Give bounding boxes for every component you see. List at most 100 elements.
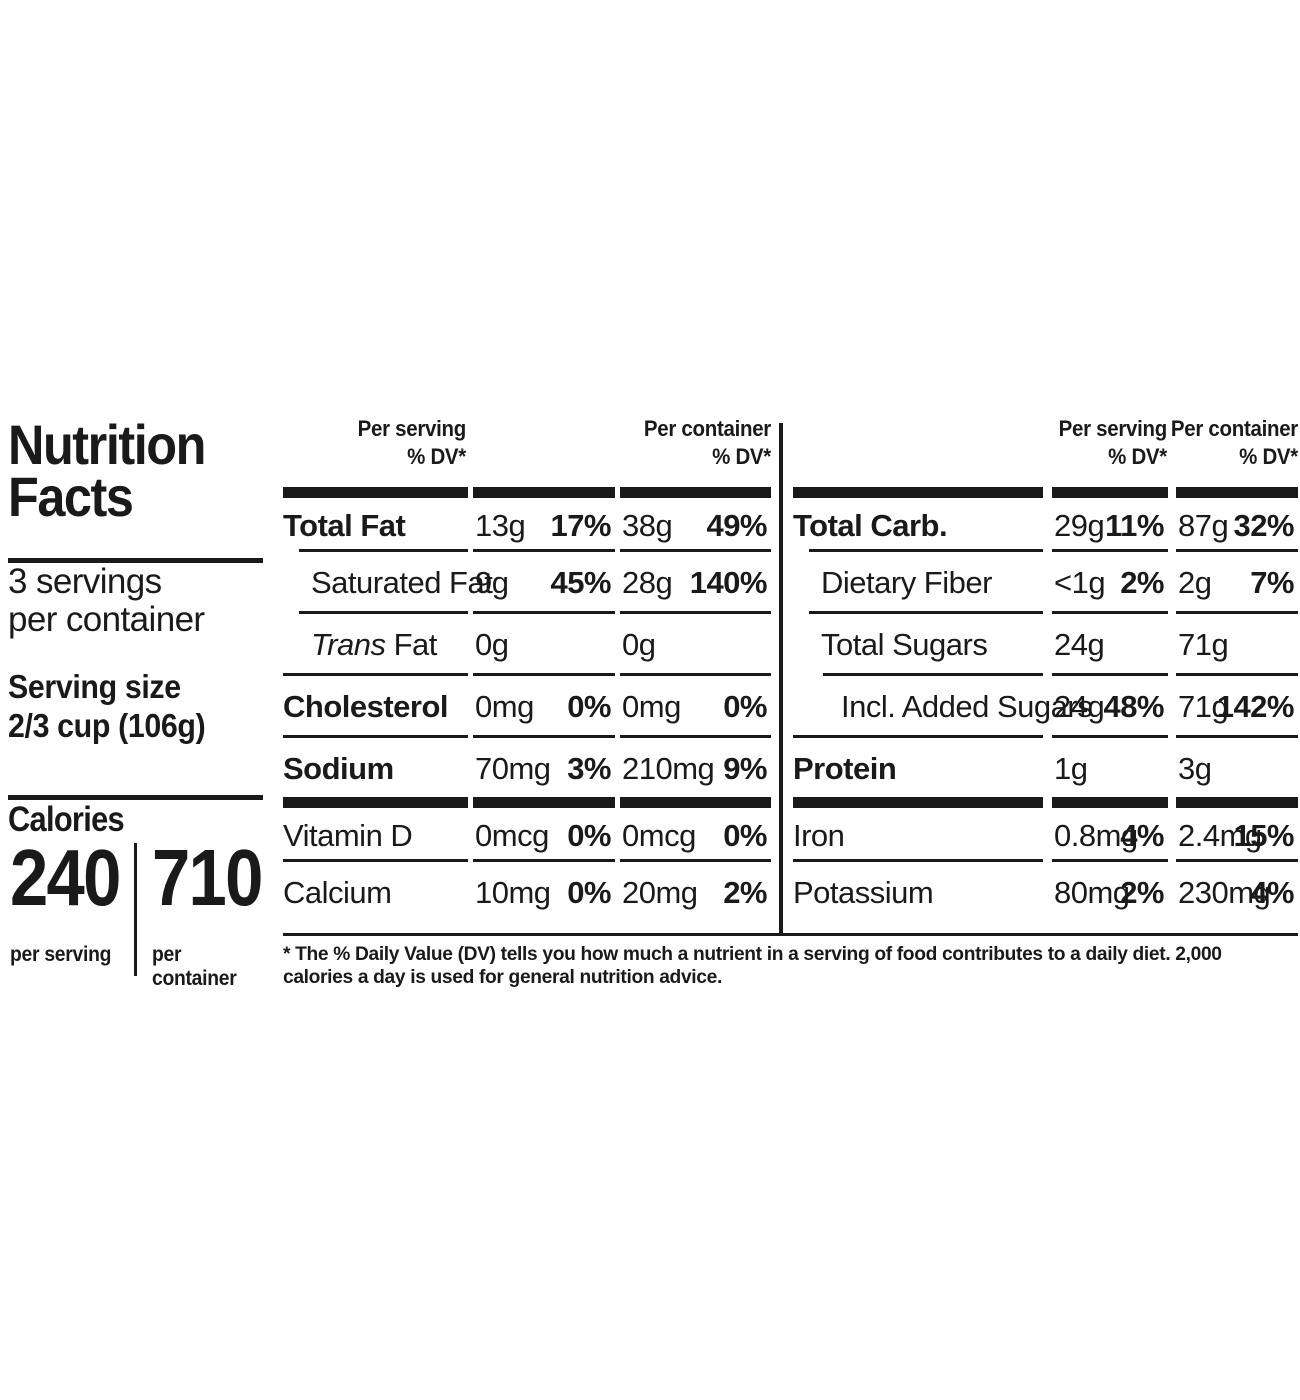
per-container-daily-value: 140%: [689, 565, 768, 600]
nutrient-table-left: Per serving % DV* Per container % DV* To…: [283, 415, 771, 921]
row-rule: [809, 611, 1043, 614]
nutrient-name: Calcium: [283, 875, 392, 910]
nutrient-name: Dietary Fiber: [821, 565, 992, 600]
row-rule: [283, 735, 468, 738]
row-rule: [620, 487, 771, 498]
row-rule: [620, 797, 771, 808]
per-container-amount: 210mg: [622, 751, 715, 786]
nutrient-name: Protein: [793, 751, 897, 786]
per-serving-daily-value: 48%: [1103, 689, 1164, 724]
per-serving-amount: 9g: [475, 565, 509, 600]
column-header-per-serving: Per serving % DV*: [1058, 416, 1168, 469]
row-rule: [283, 673, 468, 676]
servings-per-container: 3 servings per container: [8, 562, 205, 639]
per-container-amount: 87g: [1178, 508, 1229, 543]
per-serving-amount: <1g: [1054, 565, 1106, 600]
per-container-daily-value: 0%: [723, 818, 767, 853]
per-serving-daily-value: 4%: [1120, 818, 1164, 853]
nutrient-row: Cholesterol 0mg 0% 0mg 0%: [283, 673, 771, 735]
per-container-daily-value: 49%: [706, 508, 767, 543]
daily-value-footnote: * The % Daily Value (DV) tells you how m…: [283, 943, 1222, 989]
nutrient-rows-right: Total Carb. 29g 11% 87g 32% Dietary Fiber <1g 2…: [793, 487, 1298, 921]
row-rule: [1176, 735, 1298, 738]
per-serving-amount: 29g: [1054, 508, 1105, 543]
row-rule: [1052, 797, 1168, 808]
nutrient-row: Iron 0.8mg 4% 2.4mg 15%: [793, 797, 1298, 859]
per-container-amount: 3g: [1178, 751, 1212, 786]
per-serving-amount: 24g: [1054, 689, 1105, 724]
nutrient-row: Vitamin D 0mcg 0% 0mcg 0%: [283, 797, 771, 859]
row-rule: [473, 859, 615, 862]
row-rule: [793, 735, 1043, 738]
column-header-row-left: Per serving % DV* Per container % DV*: [283, 415, 772, 487]
row-rule: [283, 487, 468, 498]
per-container-amount: 230mg: [1178, 875, 1271, 910]
row-rule: [299, 549, 468, 552]
nutrient-name: Total Carb.: [793, 508, 948, 543]
row-rule: [620, 859, 771, 862]
per-container-amount: 20mg: [622, 875, 698, 910]
row-rule: [793, 859, 1043, 862]
column-header-per-container: Per container % DV*: [1170, 416, 1298, 469]
per-serving-amount: 0g: [475, 627, 509, 662]
per-serving-amount: 24g: [1054, 627, 1105, 662]
per-serving-daily-value: 0%: [567, 875, 611, 910]
row-rule: [1052, 735, 1168, 738]
nutrient-name: Total Fat: [283, 508, 406, 543]
nutrition-facts-label: Nutrition Facts 3 servings per container…: [0, 415, 1300, 990]
per-serving-daily-value: 3%: [567, 751, 611, 786]
per-container-amount: 2g: [1178, 565, 1212, 600]
per-container-daily-value: 142%: [1216, 689, 1295, 724]
per-container-daily-value: 7%: [1250, 565, 1294, 600]
row-rule: [620, 611, 771, 614]
nutrient-name: Iron: [793, 818, 845, 853]
row-rule: [473, 673, 615, 676]
column-header-row-right: Per serving % DV* Per container % DV*: [793, 415, 1299, 487]
nutrient-name: Trans Fat: [311, 627, 437, 662]
nutrient-name: Incl. Added Sugars: [841, 689, 1093, 724]
row-rule: [283, 859, 468, 862]
per-container-amount: 28g: [622, 565, 673, 600]
calories-per-container-caption: per container: [152, 943, 237, 990]
serving-size-label: Serving size: [8, 668, 181, 705]
per-serving-amount: 10mg: [475, 875, 551, 910]
nutrient-row: Total Fat 13g 17% 38g 49%: [283, 487, 771, 549]
nutrient-row: Protein 1g 3g: [793, 735, 1298, 797]
per-serving-daily-value: 0%: [567, 818, 611, 853]
row-rule: [1176, 797, 1298, 808]
servings-divider: [8, 558, 263, 563]
row-rule: [823, 673, 1043, 676]
row-rule: [1052, 487, 1168, 498]
row-rule: [1052, 859, 1168, 862]
per-container-amount: 2.4mg: [1178, 818, 1262, 853]
nutrient-name: Vitamin D: [283, 818, 413, 853]
nutrient-name: Potassium: [793, 875, 934, 910]
calories-per-container-value: 710: [152, 833, 263, 922]
per-serving-daily-value: 2%: [1120, 875, 1164, 910]
per-container-daily-value: 0%: [723, 689, 767, 724]
nutrient-row: Incl. Added Sugars 24g 48% 71g 142%: [793, 673, 1298, 735]
per-serving-daily-value: 45%: [550, 565, 611, 600]
serving-size-value: 2/3 cup (106g): [8, 707, 206, 744]
row-rule: [620, 673, 771, 676]
per-serving-daily-value: 17%: [550, 508, 611, 543]
nutrient-name: Sodium: [283, 751, 394, 786]
row-rule: [1176, 487, 1298, 498]
calories-column-divider: [134, 843, 137, 976]
column-header-per-container: Per container % DV*: [643, 416, 771, 469]
nutrient-rows-left: Total Fat 13g 17% 38g 49% Saturated Fat 9g 45% 2…: [283, 487, 771, 921]
per-container-amount: 71g: [1178, 627, 1229, 662]
per-serving-amount: 0.8mg: [1054, 818, 1138, 853]
row-rule: [283, 797, 468, 808]
per-serving-amount: 70mg: [475, 751, 551, 786]
row-rule: [620, 549, 771, 552]
per-serving-amount: 80mg: [1054, 875, 1130, 910]
label-left-panel: Nutrition Facts 3 servings per container…: [8, 415, 270, 990]
calories-per-serving-value: 240: [10, 833, 121, 922]
row-rule: [620, 735, 771, 738]
per-serving-daily-value: 2%: [1120, 565, 1164, 600]
per-serving-amount: 1g: [1054, 751, 1088, 786]
nutrient-row: Calcium 10mg 0% 20mg 2%: [283, 859, 771, 921]
row-rule: [1176, 549, 1298, 552]
calories-divider: [8, 795, 263, 800]
